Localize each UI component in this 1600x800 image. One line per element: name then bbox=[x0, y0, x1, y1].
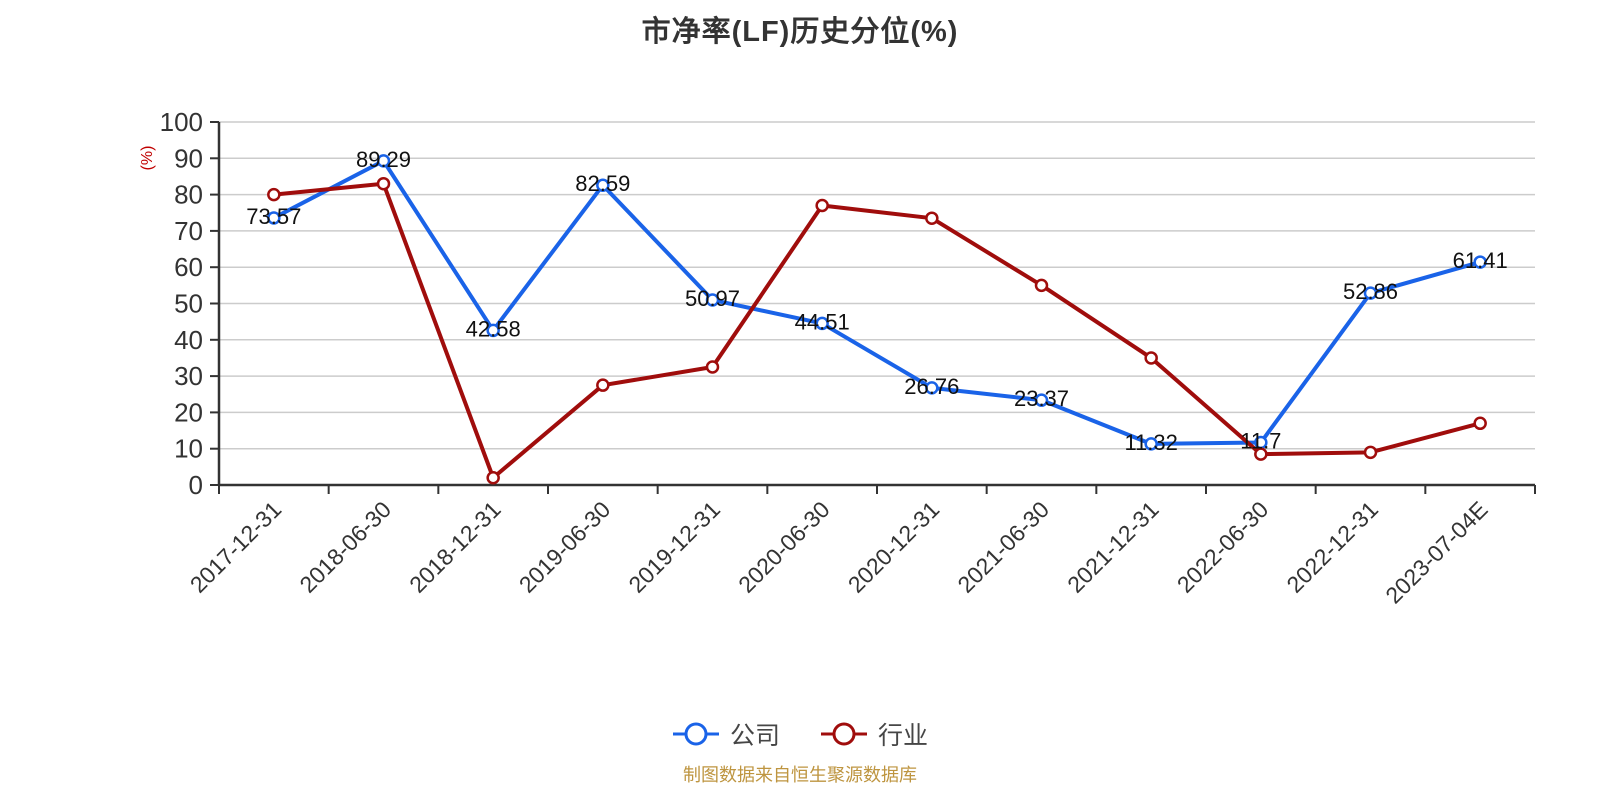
data-label: 11.7 bbox=[1240, 429, 1281, 454]
data-point-series-1 bbox=[1144, 351, 1158, 365]
legend-item-industry[interactable]: 行业 bbox=[820, 716, 928, 752]
y-tick-label: 40 bbox=[174, 325, 203, 355]
data-point-series-1 bbox=[925, 211, 939, 225]
data-point-series-1 bbox=[376, 176, 391, 191]
data-point-series-0 bbox=[705, 293, 720, 307]
data-label: 44.51 bbox=[795, 309, 850, 334]
y-axis-unit-label: (%) bbox=[139, 146, 156, 171]
x-category-label: 2019-12-31 bbox=[623, 496, 725, 598]
data-label: 42.58 bbox=[466, 316, 521, 341]
data-point-series-1 bbox=[815, 198, 829, 213]
data-point-series-0 bbox=[1363, 286, 1378, 300]
data-source-note: 制图数据来自恒生聚源数据库 bbox=[683, 765, 917, 785]
y-tick-label: 90 bbox=[174, 143, 203, 173]
data-point-series-0 bbox=[267, 211, 281, 225]
data-point-series-1 bbox=[1363, 445, 1378, 460]
data-point-series-1 bbox=[1473, 416, 1487, 431]
y-tick-label: 80 bbox=[174, 180, 203, 210]
data-point-series-0 bbox=[1144, 437, 1158, 451]
data-point-series-0 bbox=[486, 323, 500, 338]
data-point-series-1 bbox=[267, 187, 281, 202]
data-point-series-0 bbox=[1473, 255, 1487, 269]
x-category-label: 2022-12-31 bbox=[1281, 496, 1383, 598]
legend-item-company[interactable]: 公司 bbox=[672, 716, 780, 752]
y-tick-label: 100 bbox=[160, 107, 203, 137]
data-point-series-0 bbox=[1034, 393, 1049, 407]
x-category-label: 2022-06-30 bbox=[1172, 496, 1274, 598]
data-label: 61.41 bbox=[1453, 248, 1508, 273]
y-tick-label: 0 bbox=[189, 470, 203, 500]
x-category-label: 2017-12-31 bbox=[185, 496, 287, 598]
line-circle-marker-icon bbox=[672, 722, 719, 746]
data-point-series-1 bbox=[705, 360, 720, 374]
data-point-series-1 bbox=[596, 378, 610, 392]
data-point-series-0 bbox=[596, 178, 610, 192]
y-tick-label: 10 bbox=[174, 434, 203, 464]
data-point-series-1 bbox=[486, 470, 500, 485]
legend-label-industry: 行业 bbox=[878, 722, 929, 750]
data-label: 73.57 bbox=[246, 204, 301, 229]
data-label: 52.86 bbox=[1343, 279, 1398, 304]
legend-label-company: 公司 bbox=[729, 722, 780, 750]
data-label: 23.37 bbox=[1014, 386, 1069, 411]
x-category-label: 2021-06-30 bbox=[952, 496, 1054, 598]
x-category-label: 2021-12-31 bbox=[1062, 496, 1164, 598]
x-category-label: 2020-06-30 bbox=[733, 496, 835, 598]
data-point-series-0 bbox=[376, 154, 391, 168]
y-tick-label: 50 bbox=[174, 289, 203, 319]
data-label: 26.76 bbox=[904, 374, 959, 399]
data-point-series-0 bbox=[925, 381, 939, 395]
data-label: 11.32 bbox=[1124, 430, 1177, 455]
y-tick-label: 20 bbox=[174, 397, 203, 427]
x-category-label: 2020-12-31 bbox=[843, 496, 945, 598]
data-label: 89.29 bbox=[356, 147, 411, 172]
series-line-1 bbox=[271, 181, 1483, 480]
line-circle-marker-icon bbox=[821, 722, 867, 746]
chart-title: 市净率(LF)历史分位(%) bbox=[641, 16, 959, 48]
x-category-label: 2018-12-31 bbox=[404, 496, 506, 598]
data-point-series-0 bbox=[815, 316, 829, 331]
x-category-label: 2023-07-04E bbox=[1380, 496, 1492, 608]
legend: 公司 行业 bbox=[0, 716, 1600, 752]
y-tick-label: 60 bbox=[174, 252, 203, 282]
x-category-label: 2018-06-30 bbox=[294, 496, 396, 598]
data-point-series-1 bbox=[1254, 447, 1268, 461]
series-line-0 bbox=[271, 158, 1483, 446]
data-label: 82.59 bbox=[575, 171, 630, 196]
y-tick-label: 70 bbox=[174, 216, 203, 246]
data-label: 50.97 bbox=[685, 286, 740, 311]
y-tick-label: 30 bbox=[174, 361, 203, 391]
data-point-series-1 bbox=[1034, 278, 1049, 293]
x-category-label: 2019-06-30 bbox=[514, 496, 616, 598]
